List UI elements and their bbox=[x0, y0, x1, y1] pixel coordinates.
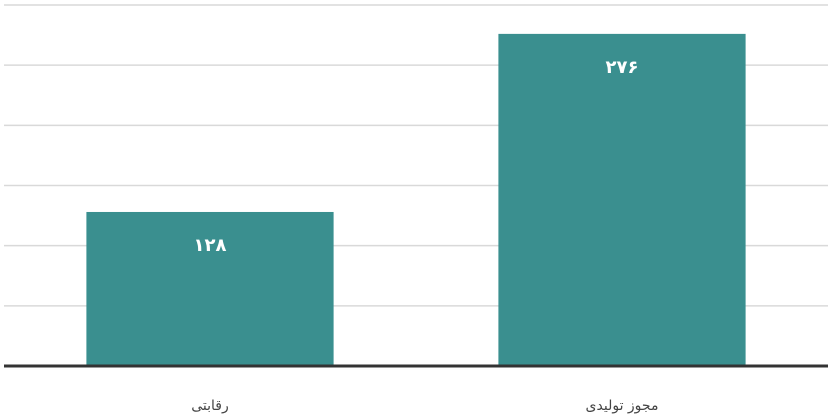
value-label: ۱۲۸ bbox=[194, 235, 227, 256]
x-tick-label: رقابتی bbox=[191, 398, 229, 414]
value-label: ۲۷۶ bbox=[606, 57, 639, 78]
x-tick-label: مجوز تولیدی bbox=[586, 398, 659, 414]
bar bbox=[498, 33, 746, 366]
bar bbox=[86, 211, 334, 366]
